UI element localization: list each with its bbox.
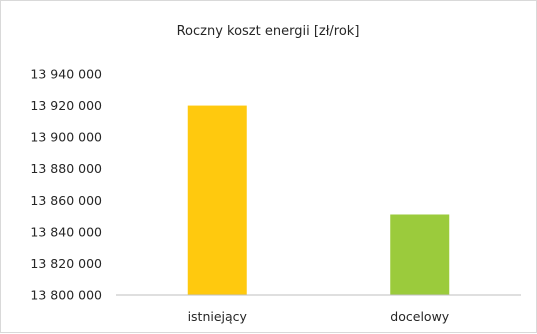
y-tick-label: 13 840 000 — [30, 224, 102, 239]
chart-title: Roczny koszt energii [zł/rok] — [177, 24, 360, 39]
bars — [187, 105, 450, 295]
bar-target — [390, 214, 450, 295]
y-tick-label: 13 900 000 — [30, 130, 102, 145]
bar-existing — [187, 105, 247, 295]
x-category-label: istniejący — [188, 309, 248, 324]
y-tick-label: 13 800 000 — [30, 288, 102, 303]
y-axis: 13 800 000 13 820 000 13 840 000 13 860 000… — [30, 67, 102, 303]
y-tick-label: 13 920 000 — [30, 98, 102, 113]
y-tick-label: 13 940 000 — [30, 67, 102, 82]
y-tick-label: 13 860 000 — [30, 193, 102, 208]
x-category-label: docelowy — [390, 309, 449, 324]
y-tick-label: 13 880 000 — [30, 161, 102, 176]
y-tick-label: 13 820 000 — [30, 256, 102, 271]
x-axis: istniejący docelowy — [188, 309, 450, 324]
